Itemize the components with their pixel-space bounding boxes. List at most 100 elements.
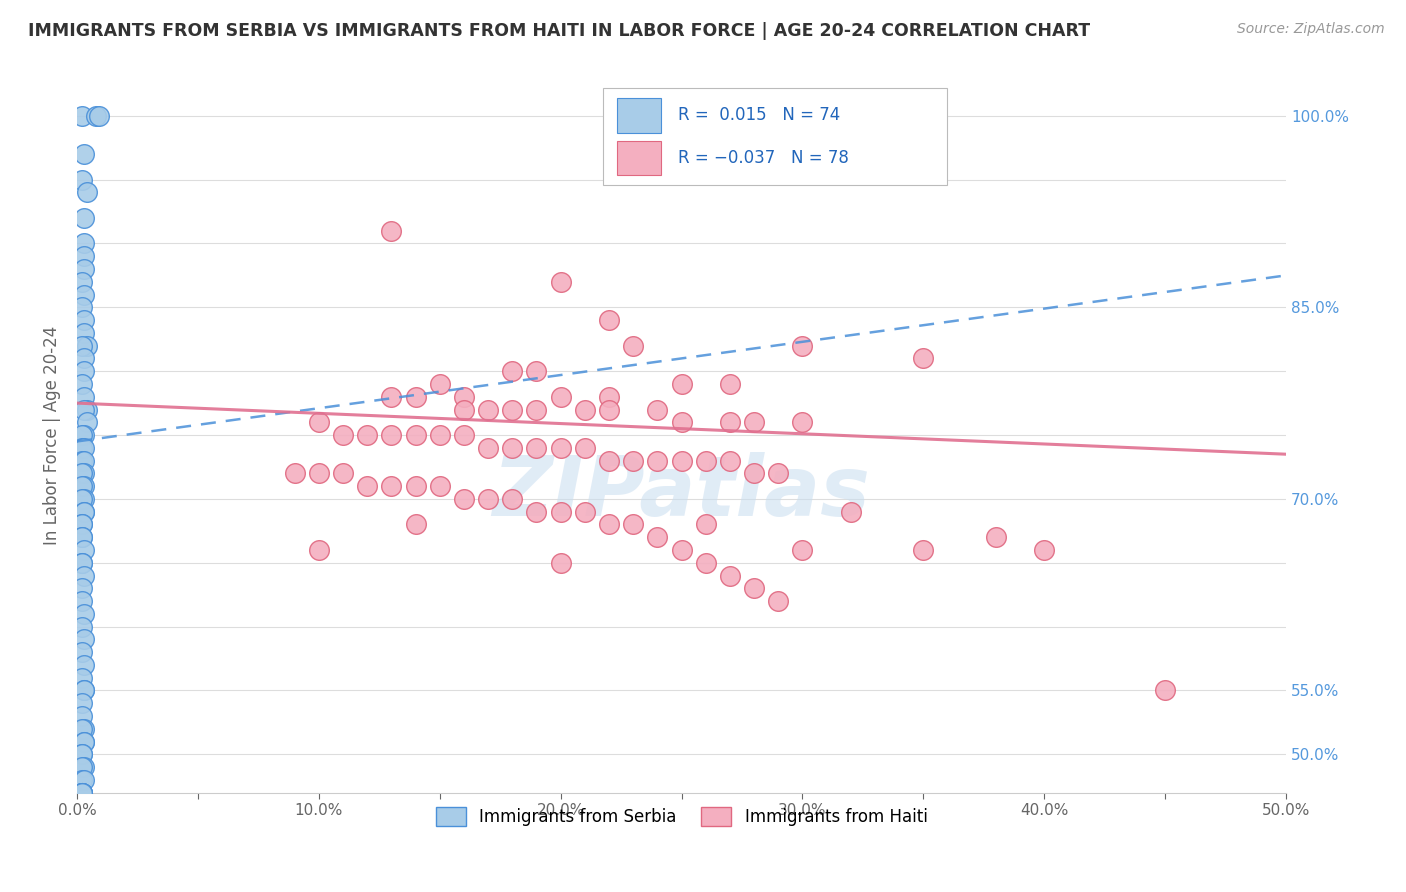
Point [73,441,96,455]
Bar [617,98,661,133]
Point [70,275,93,289]
Text: R = −0.037   N = 78: R = −0.037 N = 78 [678,149,849,168]
Point [453,390,475,404]
Point [76,415,98,429]
Point [550,390,572,404]
Point [429,479,451,493]
Point [70,301,93,315]
Point [73,428,96,442]
Point [73,505,96,519]
Point [647,402,669,417]
Point [73,467,96,481]
Point [73,262,96,277]
Point [70,428,93,442]
Point [501,364,523,378]
Point [70,786,93,800]
Point [73,364,96,378]
Point [73,453,96,467]
Point [380,224,402,238]
Point [70,760,93,774]
Point [70,671,93,685]
Point [70,772,93,787]
Point [550,505,572,519]
Point [70,722,93,736]
Point [70,747,93,762]
Point [86,109,108,123]
Point [73,657,96,672]
Point [526,505,548,519]
Point [526,402,548,417]
Point [550,275,572,289]
Point [671,543,693,558]
Point [501,402,523,417]
Text: ZIPatlas: ZIPatlas [492,451,870,533]
Point [839,505,862,519]
Point [718,376,741,391]
Point [73,568,96,582]
Point [453,428,475,442]
Text: IMMIGRANTS FROM SERBIA VS IMMIGRANTS FROM HAITI IN LABOR FORCE | AGE 20-24 CORRE: IMMIGRANTS FROM SERBIA VS IMMIGRANTS FRO… [28,22,1090,40]
Point [73,313,96,327]
Point [70,582,93,596]
Point [70,517,93,532]
Point [574,441,596,455]
Point [73,632,96,647]
Point [70,491,93,506]
Point [332,428,354,442]
FancyBboxPatch shape [603,88,948,185]
Point [76,402,98,417]
Point [73,211,96,225]
Point [73,326,96,340]
Point [332,467,354,481]
Point [70,556,93,570]
Point [380,428,402,442]
Point [73,734,96,748]
Point [550,556,572,570]
Text: R =  0.015   N = 74: R = 0.015 N = 74 [678,106,841,124]
Point [73,249,96,263]
Point [477,491,499,506]
Point [70,696,93,710]
Point [621,517,644,532]
Point [308,415,330,429]
Point [73,543,96,558]
Bar [617,141,661,176]
Point [73,722,96,736]
Point [429,376,451,391]
Point [477,441,499,455]
Point [1154,683,1177,698]
Point [70,453,93,467]
Point [742,582,765,596]
Point [76,186,98,200]
Point [792,415,814,429]
Point [380,390,402,404]
Point [526,364,548,378]
Point [356,479,378,493]
Point [73,734,96,748]
Point [792,338,814,352]
Point [73,351,96,366]
Point [526,441,548,455]
Legend: Immigrants from Serbia, Immigrants from Haiti: Immigrants from Serbia, Immigrants from … [427,798,936,834]
Point [598,402,620,417]
Point [405,479,427,493]
Point [912,543,935,558]
Point [984,530,1007,544]
Point [453,491,475,506]
Point [70,172,93,186]
Point [621,338,644,352]
Point [70,786,93,800]
Point [73,147,96,161]
Point [73,479,96,493]
Point [574,402,596,417]
Point [70,517,93,532]
Point [550,441,572,455]
Point [70,709,93,723]
Point [70,441,93,455]
Point [70,619,93,633]
Point [380,479,402,493]
Point [73,505,96,519]
Point [742,467,765,481]
Point [453,402,475,417]
Point [70,594,93,608]
